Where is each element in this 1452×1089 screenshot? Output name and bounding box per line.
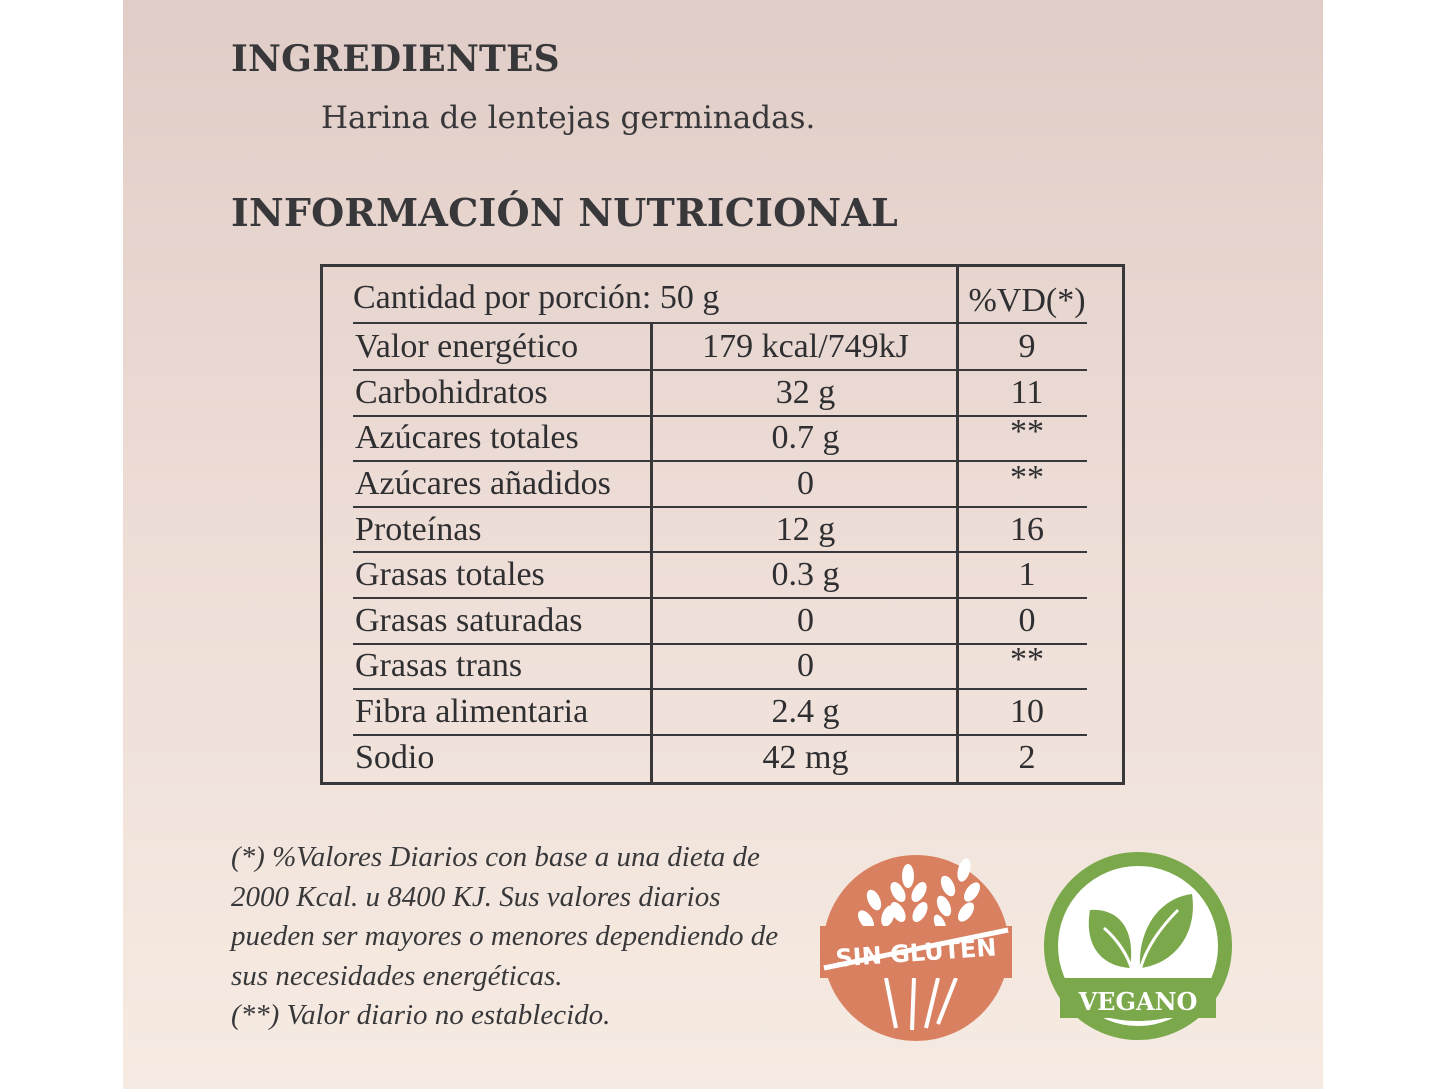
nutrient-daily-value: 16 [1010,510,1044,548]
nutrient-name: Azúcares totales [355,419,579,457]
nutrient-daily-value: 11 [1010,373,1044,411]
ingredients-heading: INGREDIENTES [231,38,560,80]
nutrient-amount: 0.3 g [771,556,840,594]
nutrient-daily-value: ** [1010,413,1044,451]
column-divider [956,267,959,782]
nutrient-name: Carbohidratos [355,373,548,411]
nutrient-daily-value: ** [1010,641,1044,679]
daily-value-header: %VD(*) [968,282,1086,319]
nutrient-name: Azúcares añadidos [355,465,611,502]
footnotes: (*) %Valores Diarios con base a una diet… [231,838,811,1036]
row-divider [353,688,1087,691]
nutrient-name: Grasas trans [355,647,523,685]
footnote-not-established: (**) Valor diario no establecido. [231,999,611,1031]
nutrient-daily-value: ** [1010,459,1044,496]
nutrient-amount: 0 [797,647,814,685]
nutrient-amount: 0 [797,465,814,502]
nutrient-amount: 179 kcal/749kJ [702,327,909,365]
nutrient-name: Grasas saturadas [355,601,583,639]
nutrient-amount: 12 g [775,510,836,548]
nutrient-name: Grasas totales [355,556,545,594]
row-divider [353,642,1087,645]
vegan-badge: VEGANO [1040,848,1236,1044]
nutrient-amount: 2.4 g [771,693,840,730]
row-divider [353,551,1087,554]
nutrient-daily-value: 10 [1010,693,1044,730]
nutrition-table: Cantidad por porción: 50 g %VD(*) Valor … [320,264,1125,785]
nutrient-daily-value: 1 [1018,556,1036,594]
row-divider [353,369,1087,371]
ingredients-text: Harina de lentejas germinadas. [321,100,816,136]
nutrient-name: Valor energético [355,327,579,365]
header-divider [353,322,1087,324]
nutrient-amount: 42 mg [762,738,849,776]
leaf-icon: VEGANO [1044,852,1232,1040]
vegan-label: VEGANO [1078,987,1198,1016]
nutrient-amount: 0.7 g [771,419,840,457]
row-divider [353,733,1087,736]
nutrient-daily-value: 2 [1018,738,1036,776]
nutrient-amount: 32 g [775,373,836,411]
product-info-panel: INGREDIENTES Harina de lentejas germinad… [123,0,1323,1089]
gluten-free-badge: SIN GLUTEN [816,848,1016,1048]
nutrient-name: Sodio [355,738,435,776]
row-divider [353,460,1087,463]
row-divider [353,597,1087,599]
nutrient-name: Proteínas [355,510,482,548]
serving-size: Cantidad por porción: 50 g [353,279,720,316]
nutrient-name: Fibra alimentaria [355,693,589,730]
footnote-daily-values: (*) %Valores Diarios con base a una diet… [231,841,779,992]
nutrient-amount: 0 [797,601,814,639]
nutrient-daily-value: 9 [1018,327,1036,365]
nutrition-heading: INFORMACIÓN NUTRICIONAL [231,190,898,235]
wheat-crossed-icon: SIN GLUTEN [820,855,1012,1041]
row-divider [353,505,1087,508]
row-divider [353,414,1087,417]
nutrient-daily-value: 0 [1018,601,1036,639]
